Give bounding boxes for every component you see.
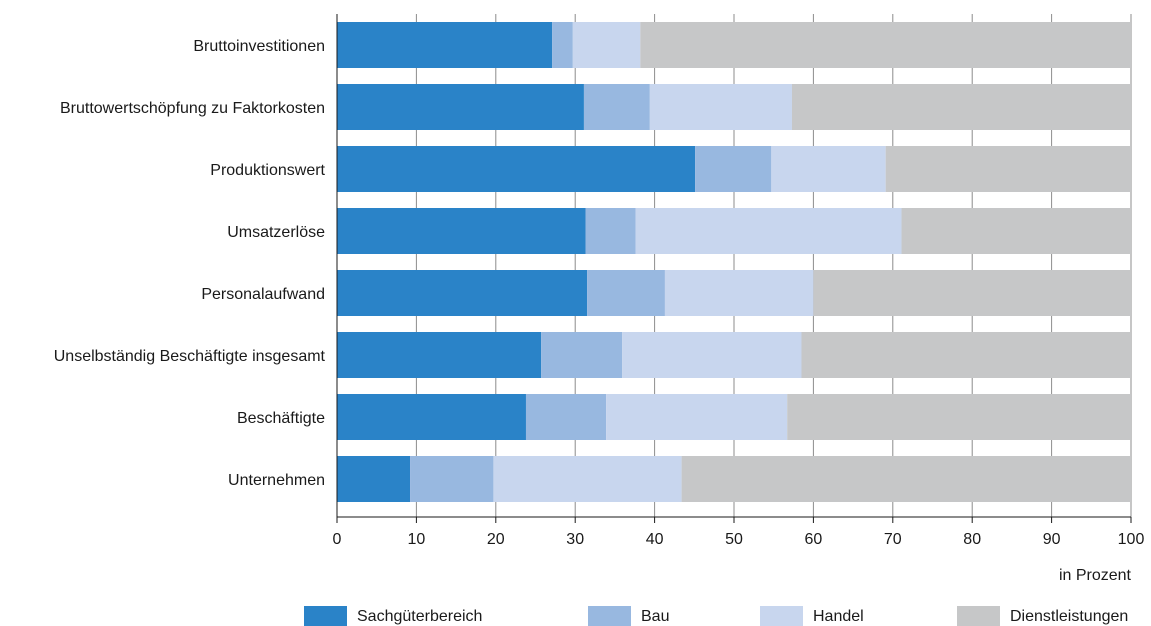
legend-label: Dienstleistungen [1010,608,1128,625]
x-tick-label: 100 [1118,531,1145,548]
category-label: Umsatzerlöse [227,224,325,241]
category-labels: Bruttoinvestitionen Bruttowertschöpfung z… [54,38,326,489]
legend-label: Handel [813,608,864,625]
bar-segment [493,456,682,502]
x-tick-label: 40 [646,531,664,548]
bar-segment [541,332,623,378]
bar-segment [583,84,650,130]
bar-segment [585,208,636,254]
bar-segment [622,332,802,378]
category-label: Personalaufwand [201,286,325,303]
legend-swatch [957,606,1000,626]
bars [337,22,1131,502]
x-axis-title: in Prozent [1059,567,1132,584]
x-tick-label: 70 [884,531,902,548]
x-tick-label: 60 [805,531,823,548]
bar-segment [649,84,792,130]
legend-label: Sachgüterbereich [357,608,482,625]
bar-segment [337,456,411,502]
category-label: Produktionswert [210,162,325,179]
x-tick-label: 20 [487,531,505,548]
bar-segment [640,22,1131,68]
bar-segment [572,22,641,68]
bar-segment [664,270,814,316]
x-tick-label: 80 [963,531,981,548]
bar-segment [606,394,788,440]
bar-segment [787,394,1131,440]
bar-segment [525,394,607,440]
tick-labels: 0 10 20 30 40 50 60 70 80 90 100 [333,531,1145,548]
bar-segment [681,456,1131,502]
category-label: Unternehmen [228,472,325,489]
category-label: Bruttoinvestitionen [193,38,325,55]
bar-segment [813,270,1131,316]
category-label: Bruttowertschöpfung zu Faktorkosten [60,100,325,117]
legend-label: Bau [641,608,669,625]
bar-segment [771,146,886,192]
bar-segment [635,208,902,254]
bar-segment [901,208,1131,254]
bar-segment [337,84,584,130]
bar-segment [410,456,494,502]
x-tick-label: 10 [408,531,426,548]
x-tick-label: 90 [1043,531,1061,548]
bar-segment [337,146,696,192]
bar-segment [337,208,586,254]
x-tick-label: 0 [333,531,342,548]
bar-segment [587,270,665,316]
x-tick-label: 30 [566,531,584,548]
legend-swatch [304,606,347,626]
bar-segment [695,146,772,192]
category-label: Unselbständig Beschäftigte insgesamt [54,348,326,365]
bar-segment [337,22,553,68]
bar-segment [337,394,526,440]
legend: Sachgüterbereich Bau Handel Dienstleistunge… [304,606,1128,626]
bar-segment [801,332,1131,378]
legend-swatch [588,606,631,626]
bar-segment [885,146,1131,192]
bar-segment [791,84,1131,130]
bar-segment [552,22,573,68]
x-tick-label: 50 [725,531,743,548]
category-label: Beschäftigte [237,410,325,427]
x-axis [336,14,1131,518]
bar-segment [337,270,588,316]
bar-segment [337,332,542,378]
legend-swatch [760,606,803,626]
